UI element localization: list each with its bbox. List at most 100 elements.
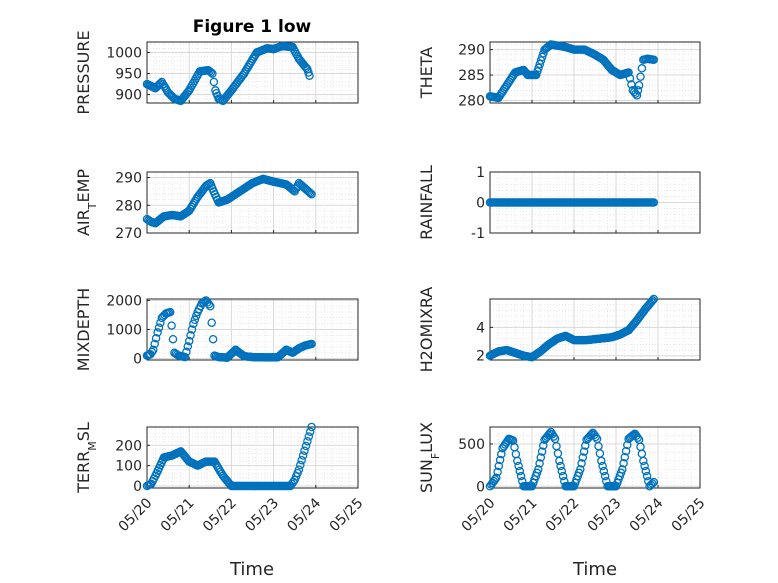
data-point	[537, 447, 547, 456]
x-tick-label: 05/24	[627, 495, 667, 535]
data-point	[160, 81, 169, 91]
data-point	[639, 456, 648, 466]
data-point	[576, 465, 585, 474]
x-axis-label-left: Time	[229, 559, 274, 580]
axes-box	[146, 171, 359, 234]
data-point	[578, 453, 588, 462]
data-point	[513, 456, 522, 466]
subplot-sun-flux: 0 500 05/20 05/21 05/22 05/23 05/24 05/25 SUNFLU…	[417, 422, 708, 535]
data-point	[586, 431, 595, 440]
figure-title: Figure 1 low	[193, 17, 312, 37]
data-point	[649, 198, 659, 207]
data-point	[534, 63, 543, 73]
data-point	[204, 300, 214, 309]
data-point	[598, 461, 607, 471]
axes-box	[489, 41, 701, 104]
x-tick-label: 05/22	[543, 495, 583, 535]
data-point	[297, 455, 306, 465]
data-point	[595, 449, 605, 458]
data-point	[151, 333, 161, 343]
data-point	[648, 296, 657, 305]
y-axis-label: H2OMIXRA	[417, 287, 436, 373]
data-point	[304, 432, 314, 441]
data-point	[168, 334, 178, 344]
data-point	[305, 427, 315, 436]
data-point	[510, 443, 519, 452]
x-tick-label: 05/25	[669, 495, 709, 535]
y-tick-label: 0	[133, 479, 142, 495]
data-point	[492, 473, 501, 483]
x-tick-label: 05/24	[284, 495, 324, 535]
x-tick-label: 05/23	[242, 495, 282, 535]
data-point	[298, 451, 308, 460]
data-point	[579, 447, 589, 456]
y-axis-label: PRESSURE	[74, 30, 93, 114]
data-point	[305, 71, 314, 80]
data-point	[515, 466, 525, 476]
y-tick-label: 2000	[106, 293, 142, 309]
data-point	[536, 453, 546, 462]
data-point	[649, 477, 659, 487]
data-point	[304, 187, 314, 197]
data-point	[207, 318, 216, 327]
data-point	[531, 70, 541, 80]
data-point	[186, 331, 195, 340]
subplot-mixdepth: 0 1000 2000 MIXDEPTH	[74, 288, 359, 371]
data-point	[556, 461, 565, 471]
data-point	[189, 319, 198, 328]
data-point	[534, 465, 543, 474]
y-tick-label: 0	[476, 479, 485, 495]
data-point	[539, 441, 548, 450]
data-point	[165, 307, 175, 317]
x-tick-label: 05/21	[158, 495, 198, 535]
y-tick-label: 0	[133, 352, 142, 368]
x-tick-label: 05/21	[501, 495, 541, 535]
data-point	[628, 431, 637, 441]
data-point	[167, 321, 176, 330]
data-point	[497, 449, 506, 459]
data-point	[490, 475, 500, 484]
data-point	[535, 459, 544, 468]
y-tick-label: 285	[458, 68, 485, 84]
x-tick-label: 05/25	[327, 495, 367, 535]
data-point	[300, 446, 309, 455]
y-axis-label: RAINFALL	[417, 165, 436, 240]
data-point	[637, 449, 647, 459]
data-point	[182, 347, 191, 357]
data-point	[296, 460, 305, 470]
y-tick-label: 0	[476, 196, 485, 212]
data-point	[206, 68, 216, 77]
data-point	[153, 328, 162, 337]
data-point	[577, 459, 586, 468]
data-point	[640, 461, 649, 471]
data-point	[208, 334, 218, 344]
data-point	[307, 339, 316, 349]
data-point	[624, 68, 633, 77]
y-tick-label: 290	[115, 171, 142, 187]
y-tick-label: 1	[476, 165, 485, 181]
data-point	[599, 466, 609, 476]
data-point	[581, 441, 590, 450]
y-axis-label: AIRTEMP	[74, 169, 99, 236]
data-point	[206, 302, 215, 311]
y-tick-label: 290	[458, 43, 485, 59]
data-point	[648, 479, 657, 488]
y-tick-label: 900	[115, 88, 142, 104]
data-point	[180, 352, 190, 362]
y-tick-label: 270	[115, 226, 142, 242]
data-point	[535, 59, 545, 69]
data-point	[154, 80, 164, 89]
data-point	[294, 465, 304, 474]
data-point	[557, 466, 567, 476]
subplot-theta: 280 285 290 THETA	[417, 40, 701, 109]
data-point	[303, 436, 312, 446]
data-point	[184, 336, 194, 346]
data-point	[620, 452, 630, 462]
y-tick-label: -1	[471, 226, 485, 242]
data-point	[642, 471, 652, 481]
data-point	[621, 446, 631, 456]
y-tick-label: 500	[458, 437, 485, 453]
data-point	[493, 467, 502, 477]
data-point	[190, 315, 200, 325]
data-point	[150, 339, 159, 349]
